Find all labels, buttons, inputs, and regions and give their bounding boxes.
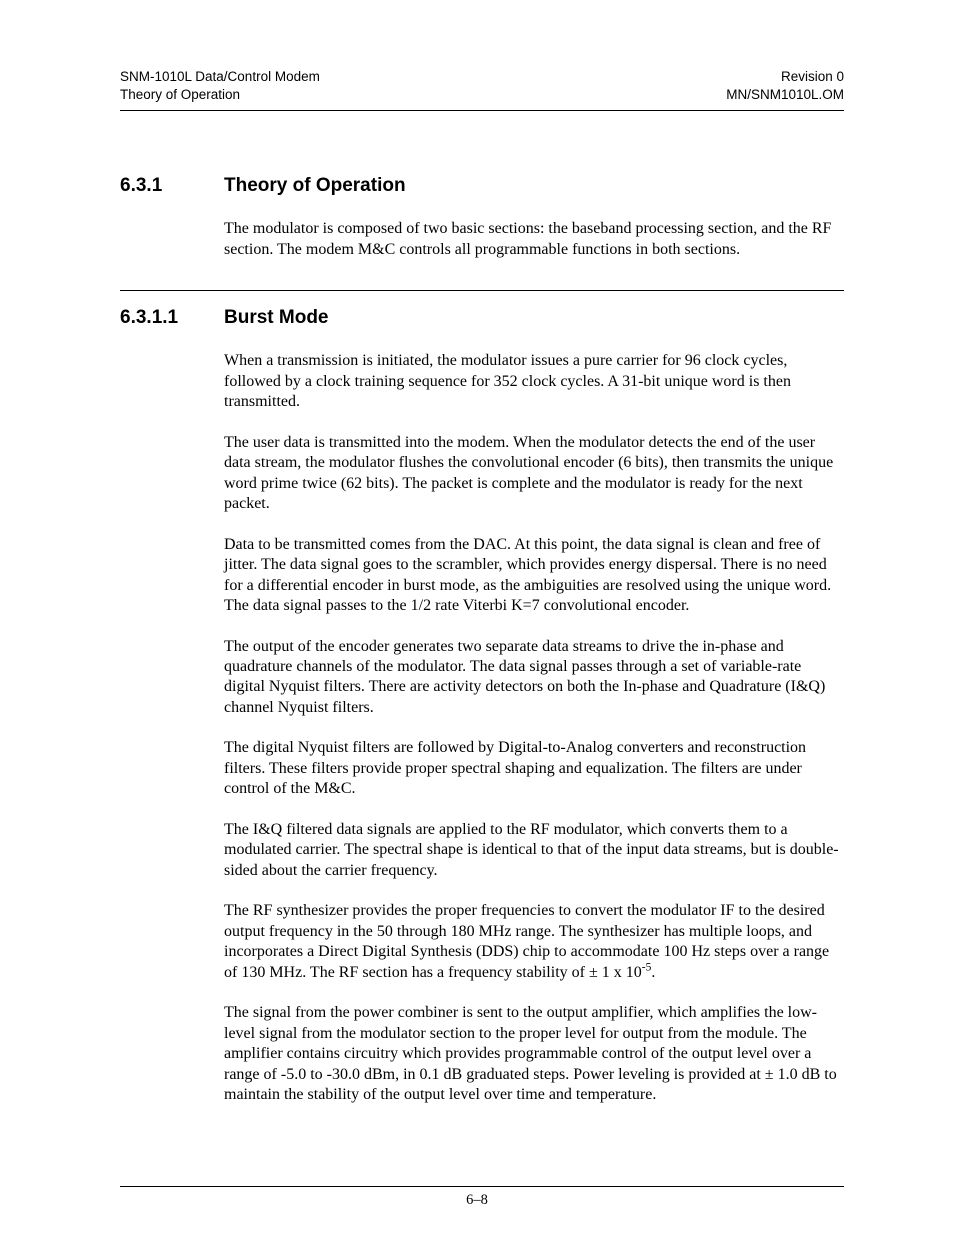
- section-6-3-1: 6.3.1 Theory of Operation The modulator …: [120, 175, 844, 260]
- paragraph: The signal from the power combiner is se…: [224, 1003, 844, 1105]
- section-body: The modulator is composed of two basic s…: [224, 219, 844, 260]
- footer-rule: [120, 1186, 844, 1187]
- subsection-number: 6.3.1.1: [120, 307, 224, 329]
- document-page: SNM-1010L Data/Control Modem Theory of O…: [0, 0, 954, 1235]
- paragraph: The output of the encoder generates two …: [224, 637, 844, 719]
- paragraph: The digital Nyquist filters are followed…: [224, 738, 844, 799]
- paragraph-text: The RF synthesizer provides the proper f…: [224, 902, 829, 980]
- page-header: SNM-1010L Data/Control Modem Theory of O…: [120, 68, 844, 104]
- paragraph: The I&Q filtered data signals are applie…: [224, 820, 844, 881]
- header-right-line2: MN/SNM1010L.OM: [726, 86, 844, 104]
- paragraph: Data to be transmitted comes from the DA…: [224, 535, 844, 617]
- subsection-heading: 6.3.1.1 Burst Mode: [120, 307, 844, 329]
- header-right-line1: Revision 0: [726, 68, 844, 86]
- superscript: -5: [642, 961, 652, 973]
- section-heading: 6.3.1 Theory of Operation: [120, 175, 844, 197]
- header-left-line1: SNM-1010L Data/Control Modem: [120, 68, 320, 86]
- page-number: 6–8: [0, 1192, 954, 1209]
- paragraph: The user data is transmitted into the mo…: [224, 433, 844, 515]
- header-rule: [120, 110, 844, 111]
- paragraph-text: .: [651, 964, 655, 981]
- section-number: 6.3.1: [120, 175, 224, 197]
- header-right: Revision 0 MN/SNM1010L.OM: [726, 68, 844, 104]
- section-6-3-1-1: 6.3.1.1 Burst Mode When a transmission i…: [120, 290, 844, 1105]
- header-left-line2: Theory of Operation: [120, 86, 320, 104]
- subsection-body: When a transmission is initiated, the mo…: [224, 351, 844, 1105]
- paragraph: The RF synthesizer provides the proper f…: [224, 901, 844, 983]
- header-left: SNM-1010L Data/Control Modem Theory of O…: [120, 68, 320, 104]
- paragraph: When a transmission is initiated, the mo…: [224, 351, 844, 412]
- subsection-title: Burst Mode: [224, 307, 329, 329]
- paragraph: The modulator is composed of two basic s…: [224, 219, 844, 260]
- section-title: Theory of Operation: [224, 175, 406, 197]
